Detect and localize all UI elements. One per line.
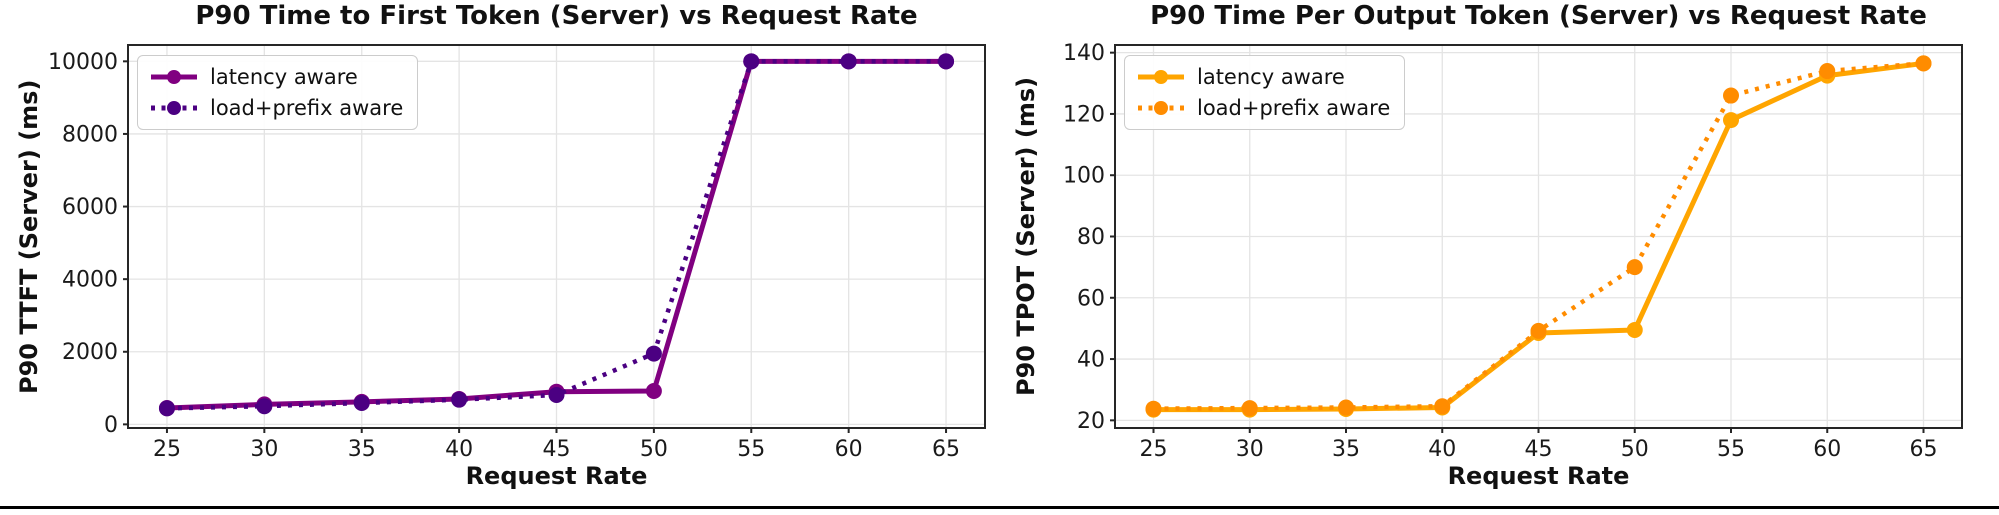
- x-tick-label: 45: [1525, 437, 1553, 462]
- x-tick-label: 40: [1428, 437, 1456, 462]
- data-point-marker: [1626, 259, 1643, 276]
- data-point-marker: [938, 53, 955, 70]
- y-tick-label: 10000: [48, 50, 118, 75]
- x-tick-label: 50: [1621, 437, 1649, 462]
- ttft-plot-area: 25 30 35 40 45 50 55 60 65 0 2000 4000 6000 8000 10000: [48, 44, 986, 462]
- axes-ticks: 25 30 35 40 45 50 55 60 65 20 40 60 80 100 120 140: [1063, 41, 1938, 462]
- data-point-marker: [743, 53, 760, 70]
- legend-label: latency aware: [1197, 65, 1345, 89]
- legend-sample-dotted-line-icon: [1138, 101, 1184, 115]
- y-tick-label: 4000: [62, 268, 118, 293]
- data-point-marker: [353, 394, 370, 411]
- data-point-marker: [1241, 400, 1258, 417]
- legend-item-latency-aware: latency aware: [148, 64, 403, 90]
- x-tick-label: 60: [835, 437, 863, 462]
- x-tick-label: 55: [1717, 437, 1745, 462]
- x-tick-label: 50: [640, 437, 668, 462]
- x-tick-label: 60: [1813, 437, 1841, 462]
- x-tick-label: 55: [737, 437, 765, 462]
- y-tick-label: 120: [1063, 102, 1105, 127]
- x-tick-label: 35: [348, 437, 376, 462]
- legend-item-latency-aware: latency aware: [1135, 64, 1390, 90]
- y-tick-label: 100: [1063, 164, 1105, 189]
- ttft-x-axis-label: Request Rate: [465, 462, 648, 490]
- x-tick-label: 30: [250, 437, 278, 462]
- data-point-marker: [1145, 400, 1162, 417]
- data-point-marker: [548, 386, 565, 403]
- legend-label: load+prefix aware: [1197, 96, 1391, 120]
- data-point-marker: [1338, 399, 1354, 416]
- y-tick-label: 2000: [62, 340, 118, 365]
- data-point-marker: [1723, 112, 1739, 129]
- y-tick-label: 140: [1063, 41, 1105, 66]
- legend-item-load-prefix-aware: load+prefix aware: [1135, 95, 1390, 121]
- legend-item-load-prefix-aware: load+prefix aware: [148, 95, 403, 121]
- ttft-chart-title: P90 Time to First Token (Server) vs Requ…: [195, 1, 918, 31]
- tpot-x-axis-label: Request Rate: [1447, 462, 1630, 490]
- legend-sample-dotted-line-icon: [151, 101, 197, 115]
- y-tick-label: 60: [1077, 286, 1105, 311]
- data-point-marker: [1819, 63, 1836, 80]
- legend-label: load+prefix aware: [210, 96, 404, 120]
- x-tick-label: 65: [1910, 437, 1938, 462]
- tpot-legend: latency aware load+prefix aware: [1124, 55, 1406, 130]
- y-tick-label: 20: [1077, 409, 1105, 434]
- legend-label: latency aware: [210, 65, 358, 89]
- ttft-legend: latency aware load+prefix aware: [137, 55, 419, 130]
- x-tick-label: 25: [153, 437, 181, 462]
- x-tick-label: 35: [1332, 437, 1360, 462]
- chart-ttft-figure: P90 Time to First Token (Server) vs Requ…: [0, 0, 999, 515]
- y-tick-label: 8000: [62, 122, 118, 147]
- data-point-marker: [1723, 87, 1739, 104]
- series-load-prefix-aware: [158, 53, 955, 417]
- series-load-prefix-aware: [1145, 55, 1932, 417]
- page-bottom-rule: [0, 506, 1999, 509]
- chart-tpot-figure: P90 Time Per Output Token (Server) vs Re…: [999, 0, 1999, 515]
- legend-sample-solid-line-icon: [1138, 70, 1184, 84]
- x-tick-label: 45: [543, 437, 571, 462]
- axes-ticks: 25 30 35 40 45 50 55 60 65 0 2000 4000 6000 8000 10000: [48, 50, 960, 462]
- data-point-marker: [1626, 321, 1643, 338]
- data-point-marker: [645, 382, 662, 399]
- data-point-marker: [158, 400, 175, 417]
- legend-sample-solid-line-icon: [151, 70, 197, 84]
- y-tick-label: 80: [1077, 225, 1105, 250]
- y-tick-label: 40: [1077, 348, 1105, 373]
- data-point-marker: [1434, 398, 1451, 415]
- x-tick-label: 65: [932, 437, 960, 462]
- x-tick-label: 30: [1236, 437, 1264, 462]
- y-tick-label: 0: [104, 413, 118, 438]
- data-point-marker: [840, 53, 857, 70]
- y-tick-label: 6000: [62, 195, 118, 220]
- data-point-marker: [1915, 55, 1932, 72]
- tpot-chart-title: P90 Time Per Output Token (Server) vs Re…: [1150, 1, 1927, 31]
- x-tick-label: 25: [1140, 437, 1168, 462]
- x-tick-label: 40: [445, 437, 473, 462]
- data-point-marker: [256, 398, 273, 415]
- data-point-marker: [451, 391, 468, 408]
- data-point-marker: [1530, 322, 1547, 339]
- data-point-marker: [645, 345, 662, 362]
